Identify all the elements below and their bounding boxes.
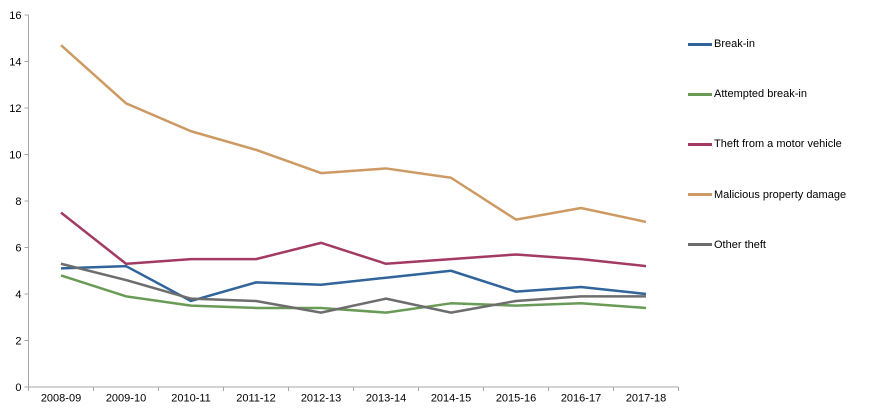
legend-line-swatch	[688, 142, 712, 146]
y-axis-tick-label: 8	[15, 196, 21, 208]
series-line-attempted-break-in	[60, 274, 647, 314]
y-axis-tick-label: 12	[9, 103, 21, 115]
x-axis-tick-label: 2010-11	[171, 393, 211, 405]
legend-label: Attempted break-in	[714, 88, 807, 101]
y-axis-tick-label: 4	[15, 289, 21, 301]
legend-item: Malicious property damage	[688, 170, 866, 220]
legend-label: Other theft	[714, 238, 766, 251]
x-axis-tick-label: 2013-14	[366, 393, 406, 405]
x-axis-tick-label: 2014-15	[431, 393, 471, 405]
x-axis-tick-label: 2015-16	[496, 393, 536, 405]
x-axis-tick-label: 2009-10	[106, 393, 146, 405]
y-axis-tick-label: 10	[9, 150, 21, 162]
series-line-break-in	[60, 264, 647, 303]
y-axis-tick-label: 16	[9, 10, 21, 22]
series-line-theft-from-a-motor-vehicle	[60, 211, 647, 268]
legend-label: Malicious property damage	[714, 188, 847, 201]
legend-item: Other theft	[688, 220, 866, 270]
legend-line-swatch	[688, 243, 712, 247]
y-axis-tick-label: 0	[15, 382, 21, 394]
x-axis-tick-label: 2008-09	[41, 393, 81, 405]
series-line-malicious-property-damage	[60, 44, 647, 224]
legend-line-swatch	[688, 42, 712, 46]
legend-item: Theft from a motor vehicle	[688, 119, 866, 169]
legend-item: Break-in	[688, 19, 866, 69]
series-line-other-theft	[60, 262, 646, 314]
y-axis-tick-label: 2	[15, 336, 21, 348]
chart-legend: Break-in Attempted break-in Theft from a m…	[688, 19, 866, 270]
x-axis-tick-label: 2012-13	[301, 393, 341, 405]
y-axis-tick-label: 6	[15, 243, 21, 255]
legend-line-swatch	[688, 92, 712, 96]
x-axis-tick-label: 2011-12	[236, 393, 276, 405]
legend-label: Break-in	[714, 38, 755, 51]
legend-line-swatch	[688, 193, 712, 197]
y-axis-tick-label: 14	[9, 57, 21, 69]
x-axis-tick-label: 2016-17	[561, 393, 601, 405]
legend-label: Theft from a motor vehicle	[714, 138, 842, 151]
legend-item: Attempted break-in	[688, 69, 866, 119]
x-axis-tick-label: 2017-18	[626, 393, 666, 405]
